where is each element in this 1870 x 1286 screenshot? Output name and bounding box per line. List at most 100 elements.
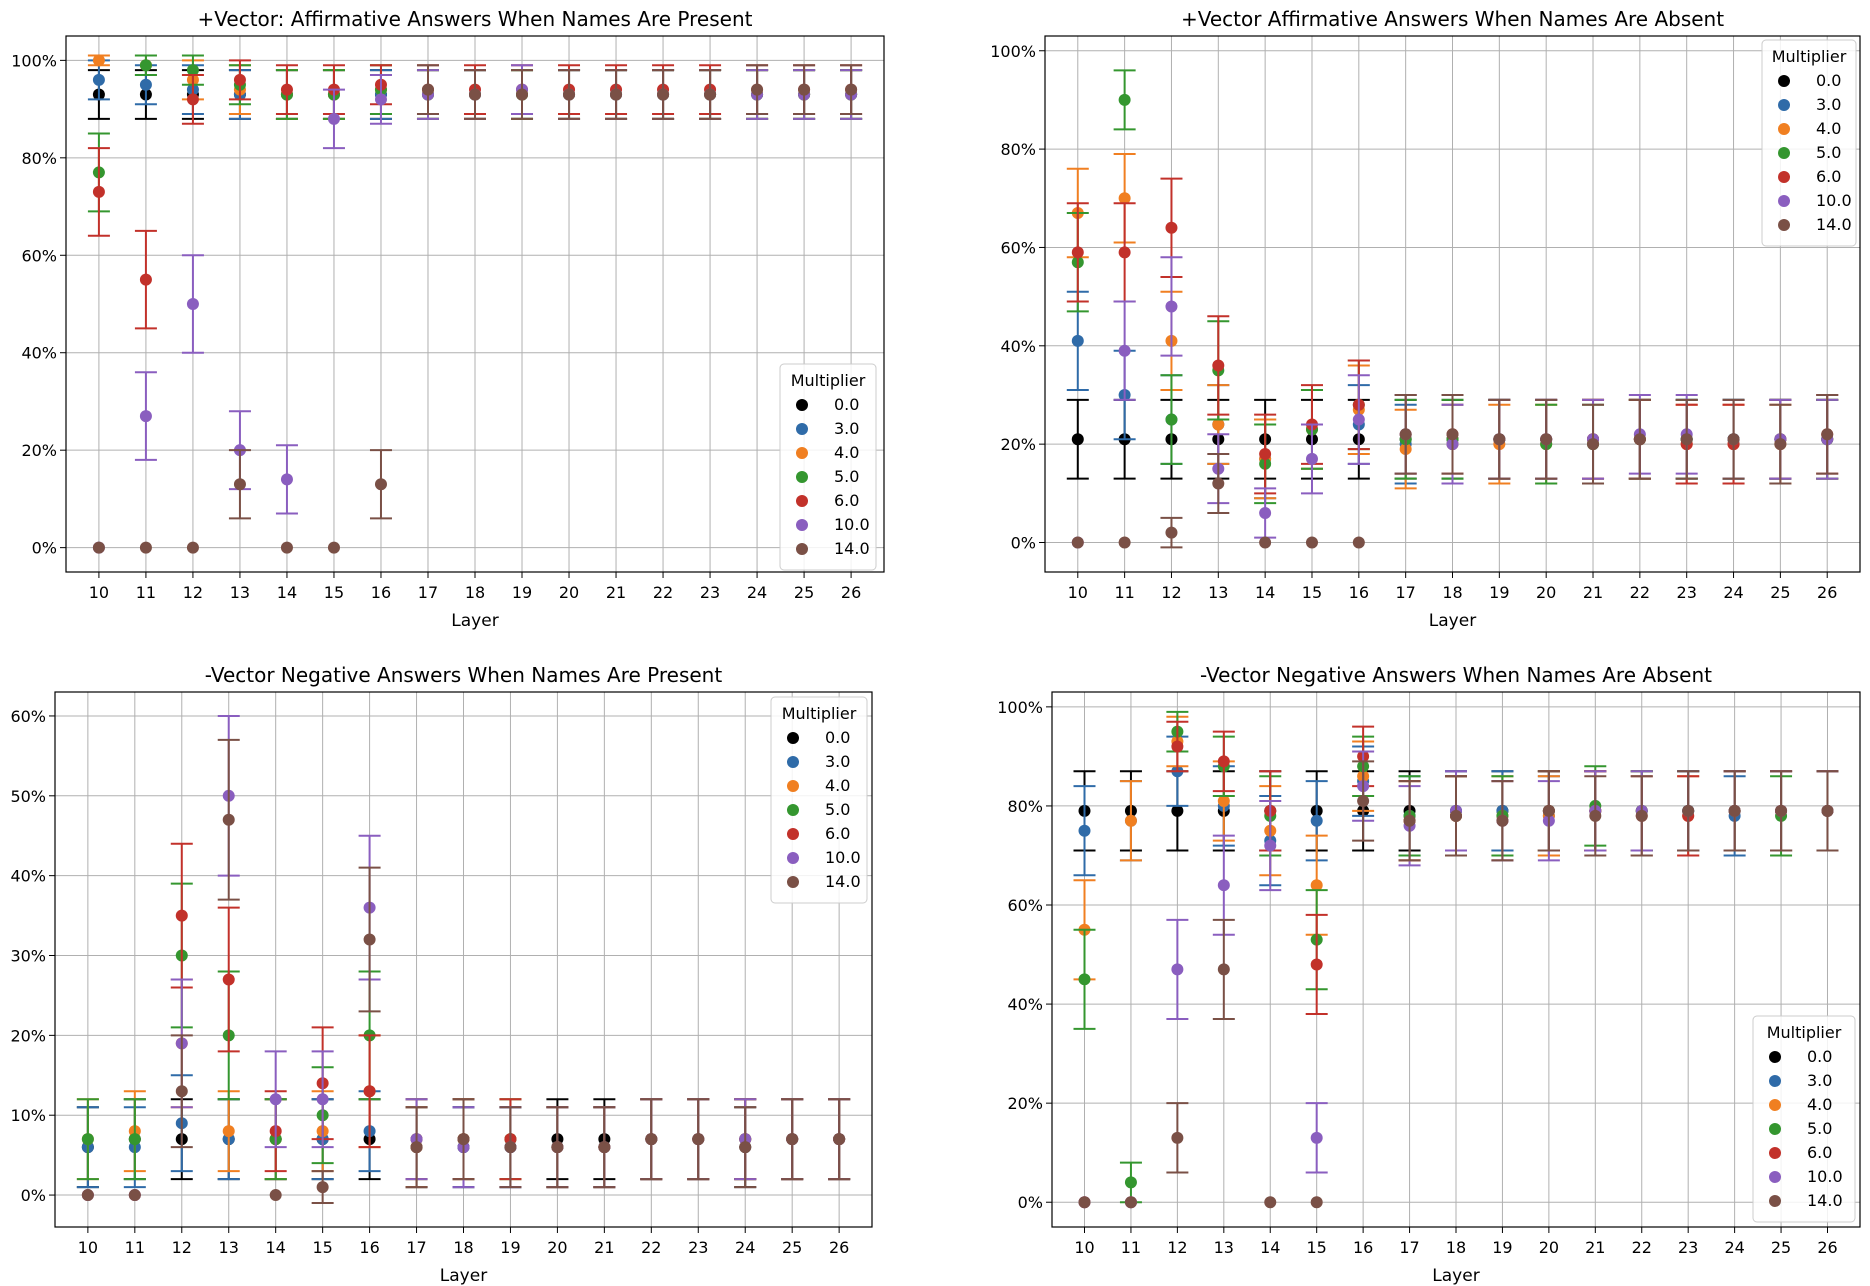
y-tick-label: 20% <box>10 1026 46 1045</box>
data-point <box>1217 879 1230 892</box>
data-point <box>1259 536 1272 549</box>
data-point <box>1118 93 1131 106</box>
data-point <box>1310 1131 1323 1144</box>
legend-label: 6.0 <box>1816 167 1841 186</box>
y-tick-label: 80% <box>21 149 57 168</box>
data-point <box>1587 438 1600 451</box>
legend-label: 6.0 <box>825 824 850 843</box>
legend-marker <box>1778 123 1790 135</box>
x-tick-label: 20 <box>1536 583 1556 602</box>
x-tick-label: 23 <box>1678 1238 1698 1257</box>
data-point <box>92 185 105 198</box>
legend-label: 4.0 <box>1816 119 1841 138</box>
data-point <box>1165 413 1178 426</box>
x-tick-label: 16 <box>359 1238 379 1257</box>
data-point <box>1589 809 1602 822</box>
x-axis-label: Layer <box>451 611 498 631</box>
legend-label: 14.0 <box>1807 1191 1843 1210</box>
x-tick-label: 17 <box>406 1238 426 1257</box>
legend-label: 3.0 <box>834 419 859 438</box>
legend-label: 14.0 <box>825 872 861 891</box>
data-point <box>1165 300 1178 313</box>
x-tick-label: 13 <box>1214 1238 1234 1257</box>
data-point <box>269 1093 282 1106</box>
y-tick-label: 60% <box>10 707 46 726</box>
x-tick-label: 15 <box>324 583 344 602</box>
data-point <box>139 410 152 423</box>
x-tick-label: 23 <box>1677 583 1697 602</box>
data-point <box>563 88 576 101</box>
data-point <box>81 1189 94 1202</box>
y-tick-label: 100% <box>11 51 57 70</box>
data-point <box>1680 433 1693 446</box>
y-tick-label: 50% <box>10 787 46 806</box>
data-point <box>1775 804 1788 817</box>
y-tick-label: 60% <box>21 246 57 265</box>
x-tick-label: 11 <box>125 1238 145 1257</box>
y-tick-label: 0% <box>1011 533 1036 552</box>
data-point <box>280 541 293 554</box>
data-point <box>657 88 670 101</box>
data-point <box>704 88 717 101</box>
x-tick-label: 22 <box>641 1238 661 1257</box>
x-tick-label: 19 <box>500 1238 520 1257</box>
data-point <box>1212 477 1225 490</box>
legend-label: 0.0 <box>1807 1047 1832 1066</box>
data-point <box>1078 973 1091 986</box>
x-tick-label: 19 <box>1489 583 1509 602</box>
data-point <box>1399 428 1412 441</box>
data-point <box>1118 536 1131 549</box>
legend-label: 0.0 <box>1816 71 1841 90</box>
x-tick-label: 20 <box>547 1238 567 1257</box>
legend-label: 6.0 <box>834 491 859 510</box>
legend-label: 5.0 <box>1807 1119 1832 1138</box>
series-14.0 <box>1071 393 1839 549</box>
data-point <box>1071 334 1084 347</box>
data-point <box>1071 433 1084 446</box>
data-point <box>363 933 376 946</box>
legend-box <box>770 696 868 904</box>
data-point <box>1446 428 1459 441</box>
data-point <box>1542 804 1555 817</box>
x-tick-label: 19 <box>1492 1238 1512 1257</box>
x-tick-label: 20 <box>559 583 579 602</box>
y-tick-label: 100% <box>997 698 1043 717</box>
data-point <box>139 59 152 72</box>
legend-label: 4.0 <box>1807 1095 1832 1114</box>
legend-marker <box>796 519 808 531</box>
data-point <box>739 1141 752 1154</box>
data-point <box>1217 755 1230 768</box>
legend-label: 4.0 <box>834 443 859 462</box>
legend-marker <box>787 732 799 744</box>
data-point <box>1071 536 1084 549</box>
legend-title: Multiplier <box>1772 47 1847 66</box>
y-tick-label: 20% <box>1000 435 1036 454</box>
data-point <box>1264 1196 1277 1209</box>
legend-marker <box>787 876 799 888</box>
legend-marker <box>1778 195 1790 207</box>
legend-marker <box>796 471 808 483</box>
data-point <box>1493 433 1506 446</box>
x-tick-label: 21 <box>1583 583 1603 602</box>
legend-marker <box>1769 1147 1781 1159</box>
data-point <box>1171 740 1184 753</box>
data-point <box>504 1141 517 1154</box>
data-point <box>128 1133 141 1146</box>
data-point <box>233 73 246 86</box>
data-point <box>1774 438 1787 451</box>
y-tick-label: 40% <box>1007 995 1043 1014</box>
x-tick-label: 18 <box>465 583 485 602</box>
x-tick-label: 25 <box>794 583 814 602</box>
x-tick-label: 22 <box>653 583 673 602</box>
x-tick-label: 15 <box>312 1238 332 1257</box>
legend-marker <box>787 828 799 840</box>
x-tick-label: 10 <box>1074 1238 1094 1257</box>
subplot-3: 10 11 12 13 14 15 16 17 18 19 20 21 22 23 24 25 26 0% 10% 2… <box>10 663 873 1286</box>
data-point <box>1496 814 1509 827</box>
data-point <box>374 93 387 106</box>
data-point <box>316 1093 329 1106</box>
y-tick-label: 40% <box>21 344 57 363</box>
data-point <box>1124 1176 1137 1189</box>
y-tick-label: 10% <box>10 1106 46 1125</box>
